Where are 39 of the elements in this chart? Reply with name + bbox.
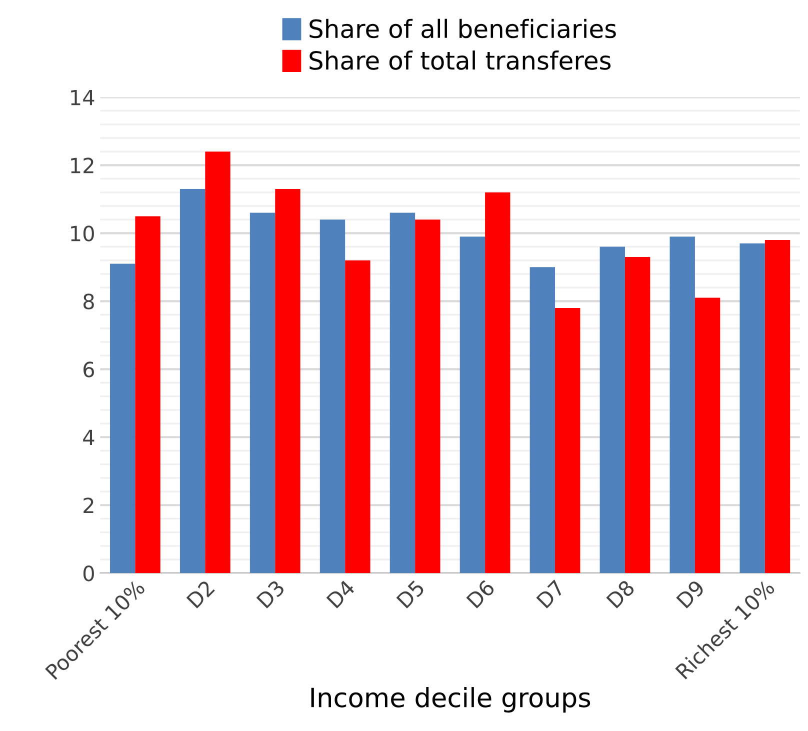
bar — [624, 256, 650, 574]
y-tick-label: 14 — [71, 90, 94, 106]
x-tick-label: D9 — [676, 579, 706, 609]
bar — [415, 220, 440, 574]
x-tick-label: D4 — [326, 579, 356, 608]
bar — [320, 220, 346, 574]
x-tick-label: D8 — [606, 579, 636, 609]
legend-label: Share of total transferes — [310, 50, 611, 70]
legend-label: Share of all beneficiaries — [310, 18, 616, 38]
y-tick-label: 10 — [71, 226, 94, 242]
y-tick-label: 4 — [83, 430, 94, 446]
bar — [530, 267, 556, 574]
bar — [764, 240, 790, 574]
x-tick-label: D7 — [536, 580, 565, 608]
bar — [275, 189, 300, 574]
y-tick-label: 6 — [84, 362, 94, 378]
bar — [250, 212, 276, 574]
y-tick-label: 8 — [83, 294, 94, 310]
x-tick-label: D5 — [396, 580, 426, 609]
bar — [670, 236, 695, 574]
y-tick-label: 0 — [83, 566, 94, 582]
bar — [740, 243, 765, 574]
x-tick-label: D3 — [256, 579, 286, 609]
bar — [110, 264, 136, 574]
x-tick-label: D6 — [466, 579, 496, 609]
y-tick-label: 2 — [84, 498, 94, 514]
bar — [205, 152, 230, 574]
y-tick-label: 12 — [71, 158, 94, 174]
bar — [390, 212, 416, 574]
bar — [694, 298, 720, 574]
bar — [485, 192, 510, 574]
bar — [345, 260, 370, 574]
x-tick-label: D2 — [186, 580, 215, 608]
bar — [555, 308, 580, 574]
x-axis-title: Income decile groups — [311, 687, 590, 713]
bar — [180, 189, 206, 574]
bar — [135, 216, 160, 574]
bar — [600, 246, 625, 574]
bar — [460, 236, 486, 574]
